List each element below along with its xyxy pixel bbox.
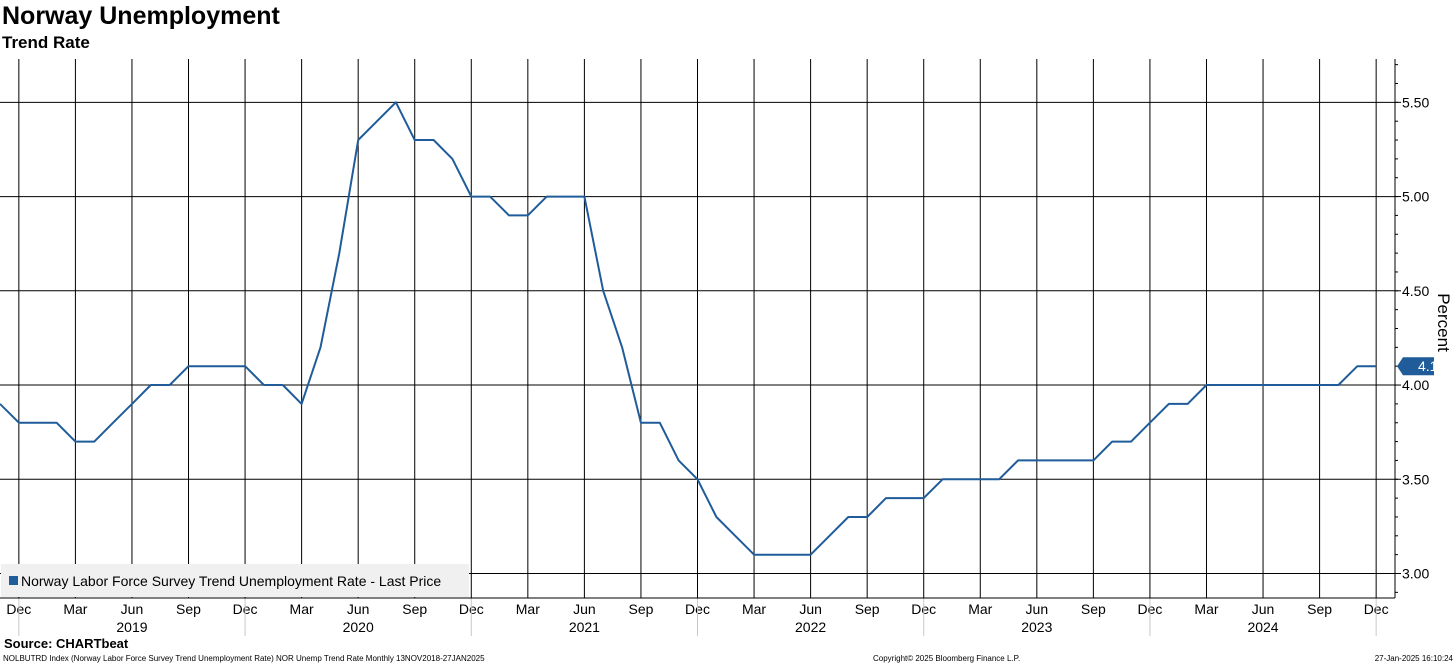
last-value-badge: [1397, 357, 1434, 376]
axis-layer: Dec Mar Jun Sep Dec Mar Jun Sep Dec Mar Jun Sep Dec M…: [0, 59, 1453, 636]
grid-layer: [0, 59, 1395, 598]
chart-subtitle: Trend Rate: [2, 33, 90, 52]
x-tick-label: Mar: [968, 601, 992, 617]
last-value-label: 4.10: [1418, 358, 1445, 374]
y-tick-label: 4.50: [1402, 283, 1429, 299]
x-tick-label: Jun: [573, 601, 596, 617]
x-year-label: 2019: [116, 619, 147, 635]
x-tick-label: Mar: [63, 601, 87, 617]
series-line: [0, 101, 1377, 556]
label-layer: 4.10: [1397, 357, 1445, 376]
x-year-label: 2022: [795, 619, 826, 635]
y-axis-title: Percent: [1434, 293, 1453, 352]
x-tick-label: Sep: [176, 601, 201, 617]
y-tick-label: 4.00: [1402, 377, 1429, 393]
y-tick-label: 5.50: [1402, 94, 1429, 110]
x-tick-label: Mar: [516, 601, 540, 617]
x-tick-label: Sep: [1307, 601, 1332, 617]
x-tick-label: Sep: [855, 601, 880, 617]
footer-timestamp: 27-Jan-2025 16:10:24: [1374, 654, 1453, 663]
series-layer: [0, 101, 1377, 556]
legend: Norway Labor Force Survey Trend Unemploy…: [1, 564, 469, 597]
x-tick-label: Jun: [799, 601, 822, 617]
x-tick-label: Mar: [1194, 601, 1218, 617]
legend-label: Norway Labor Force Survey Trend Unemploy…: [21, 572, 442, 589]
x-tick-label: Jun: [1026, 601, 1049, 617]
source-note: Source: CHARTbeat: [4, 636, 129, 651]
x-tick-label: Mar: [290, 601, 314, 617]
footer-index-description: NOLBUTRD Index (Norway Labor Force Surve…: [3, 654, 485, 663]
legend-swatch: [9, 576, 18, 585]
x-tick-label: Jun: [121, 601, 144, 617]
x-tick-label: Jun: [1252, 601, 1275, 617]
x-year-label: 2023: [1021, 619, 1052, 635]
x-tick-label: Mar: [742, 601, 766, 617]
y-tick-label: 5.00: [1402, 189, 1429, 205]
chart-title: Norway Unemployment: [2, 2, 280, 30]
y-tick-label: 3.50: [1402, 471, 1429, 487]
x-year-label: 2021: [569, 619, 600, 635]
x-year-label: 2024: [1247, 619, 1278, 635]
y-tick-label: 3.00: [1402, 566, 1429, 582]
x-tick-label: Jun: [347, 601, 370, 617]
x-year-label: 2020: [343, 619, 374, 635]
x-tick-label: Sep: [1081, 601, 1106, 617]
footer-copyright: Copyright© 2025 Bloomberg Finance L.P.: [873, 654, 1021, 663]
x-tick-label: Sep: [402, 601, 427, 617]
x-tick-label: Sep: [628, 601, 653, 617]
